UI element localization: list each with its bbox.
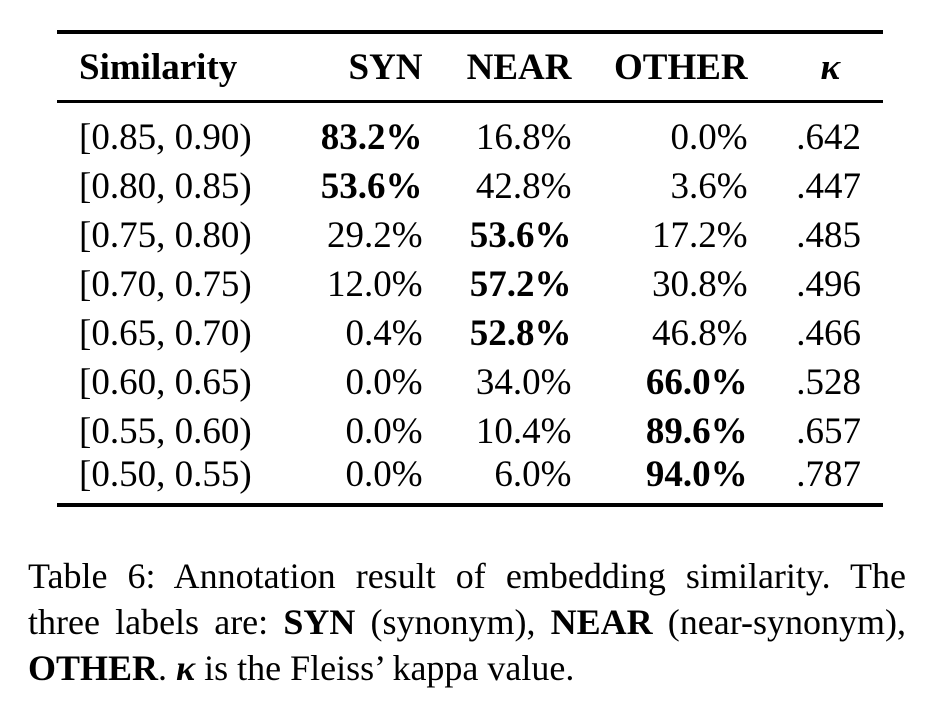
cell-syn: 0.0% — [345, 454, 423, 495]
table-row: [0.60, 0.65) 0.0% 34.0% 66.0% .528 — [57, 358, 883, 407]
table-header: Similarity SYN NEAR OTHER κ — [57, 32, 883, 102]
header-near: NEAR — [466, 46, 572, 88]
cell-similarity-range: [0.55, 0.60) — [79, 411, 252, 452]
annotation-results-table: Similarity SYN NEAR OTHER κ [0.85, 0.90)… — [57, 30, 883, 507]
cell-near: 16.8% — [475, 117, 572, 158]
cell-syn: 83.2% — [320, 117, 423, 158]
caption-text-2: (synonym), — [355, 602, 551, 642]
cell-other: 30.8% — [652, 264, 748, 305]
results-table-container: Similarity SYN NEAR OTHER κ [0.85, 0.90)… — [57, 30, 883, 507]
cell-other: 17.2% — [652, 215, 748, 256]
table-row: [0.70, 0.75) 12.0% 57.2% 30.8% .496 — [57, 260, 883, 309]
header-similarity: Similarity — [79, 46, 238, 88]
cell-syn: 53.6% — [320, 166, 423, 207]
cell-other: 89.6% — [645, 411, 748, 452]
table-row: [0.65, 0.70) 0.4% 52.8% 46.8% .466 — [57, 309, 883, 358]
cell-syn: 12.0% — [326, 264, 423, 305]
cell-similarity-range: [0.75, 0.80) — [79, 215, 252, 256]
header-syn: SYN — [348, 46, 423, 88]
cell-similarity-range: [0.70, 0.75) — [79, 264, 252, 305]
cell-near: 34.0% — [475, 362, 572, 403]
cell-other: 66.0% — [645, 362, 748, 403]
cell-kappa: .528 — [796, 362, 861, 403]
caption-other-label: OTHER — [28, 648, 159, 688]
cell-similarity-range: [0.80, 0.85) — [79, 166, 252, 207]
cell-kappa: .642 — [796, 117, 861, 158]
cell-syn: 0.0% — [345, 362, 423, 403]
cell-similarity-range: [0.50, 0.55) — [79, 454, 252, 495]
table-row: [0.75, 0.80) 29.2% 53.6% 17.2% .485 — [57, 211, 883, 260]
cell-near: 6.0% — [494, 454, 572, 495]
cell-syn: 0.4% — [345, 313, 423, 354]
table-row: [0.50, 0.55) 0.0% 6.0% 94.0% .787 — [57, 456, 883, 505]
caption-text-5: is the Fleiss’ kappa value. — [195, 648, 575, 688]
table-body: [0.85, 0.90) 83.2% 16.8% 0.0% .642 [0.80, 0.8… — [57, 102, 883, 505]
cell-near: 52.8% — [469, 313, 572, 354]
cell-kappa: .496 — [796, 264, 861, 305]
cell-other: 46.8% — [652, 313, 748, 354]
cell-kappa: .657 — [796, 411, 861, 452]
caption-text-1: Table 6: Annotation result of embedding … — [28, 556, 906, 642]
cell-near: 42.8% — [475, 166, 572, 207]
cell-kappa: .447 — [796, 166, 861, 207]
table-row: [0.80, 0.85) 53.6% 42.8% 3.6% .447 — [57, 162, 883, 211]
caption-syn-label: SYN — [283, 602, 356, 642]
header-other: OTHER — [613, 46, 748, 88]
header-row: Similarity SYN NEAR OTHER κ — [57, 32, 883, 102]
cell-similarity-range: [0.60, 0.65) — [79, 362, 252, 403]
cell-other: 94.0% — [645, 454, 748, 495]
cell-near: 53.6% — [469, 215, 572, 256]
cell-syn: 0.0% — [345, 411, 423, 452]
caption-text-3: (near-synonym), — [652, 602, 906, 642]
cell-other: 3.6% — [670, 166, 748, 207]
cell-similarity-range: [0.65, 0.70) — [79, 313, 252, 354]
cell-kappa: .787 — [796, 454, 861, 495]
table-row: [0.55, 0.60) 0.0% 10.4% 89.6% .657 — [57, 407, 883, 456]
header-kappa: κ — [820, 46, 841, 88]
cell-kappa: .466 — [796, 313, 861, 354]
caption-near-label: NEAR — [550, 602, 653, 642]
caption-kappa-symbol: κ — [176, 648, 196, 688]
table-caption: Table 6: Annotation result of embedding … — [28, 553, 906, 691]
table-row: [0.85, 0.90) 83.2% 16.8% 0.0% .642 — [57, 102, 883, 163]
cell-kappa: .485 — [796, 215, 861, 256]
cell-similarity-range: [0.85, 0.90) — [79, 117, 252, 158]
cell-other: 0.0% — [670, 117, 748, 158]
cell-near: 57.2% — [469, 264, 572, 305]
cell-near: 10.4% — [475, 411, 572, 452]
caption-text-4: . — [158, 648, 177, 688]
cell-syn: 29.2% — [326, 215, 423, 256]
